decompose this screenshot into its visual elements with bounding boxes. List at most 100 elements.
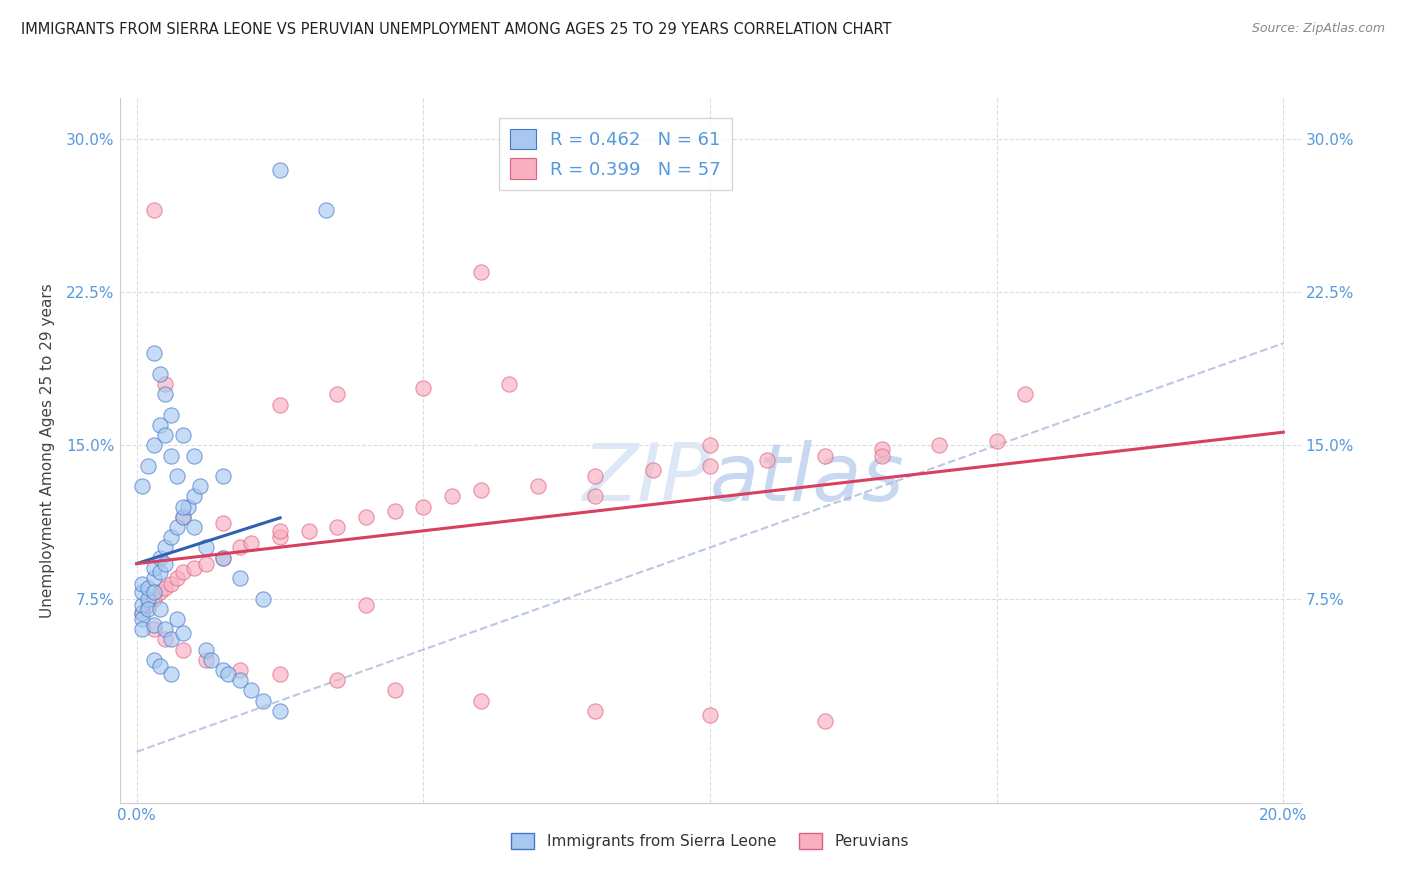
Point <box>641 463 664 477</box>
Point <box>149 550 172 565</box>
Point <box>149 585 172 599</box>
Point <box>200 653 222 667</box>
Point <box>160 632 183 647</box>
Text: IMMIGRANTS FROM SIERRA LEONE VS PERUVIAN UNEMPLOYMENT AMONG AGES 25 TO 29 YEARS : IMMIGRANTS FROM SIERRA LEONE VS PERUVIAN… <box>21 22 891 37</box>
Text: atlas: atlas <box>710 440 905 517</box>
Point <box>229 571 252 585</box>
Point <box>142 438 165 452</box>
Point <box>155 387 177 401</box>
Point <box>149 565 172 579</box>
Point <box>131 606 153 620</box>
Point <box>149 417 172 432</box>
Point <box>142 618 165 632</box>
Point <box>194 541 217 555</box>
Point <box>326 673 349 688</box>
Point <box>583 704 606 718</box>
Point <box>131 622 153 636</box>
Point <box>699 438 721 452</box>
Point <box>160 408 183 422</box>
Point <box>136 582 159 596</box>
Point <box>166 520 188 534</box>
Point <box>172 509 194 524</box>
Point <box>142 591 165 606</box>
Point <box>756 452 779 467</box>
Point <box>527 479 550 493</box>
Point <box>470 483 492 498</box>
Point <box>326 520 349 534</box>
Point <box>155 557 177 571</box>
Point <box>131 577 153 591</box>
Point <box>160 449 183 463</box>
Point <box>142 622 165 636</box>
Point <box>149 601 172 615</box>
Point <box>699 458 721 473</box>
Point <box>142 571 165 585</box>
Point <box>155 377 177 392</box>
Point <box>240 536 263 550</box>
Point <box>188 479 211 493</box>
Point <box>183 561 205 575</box>
Point <box>160 667 183 681</box>
Point <box>194 653 217 667</box>
Point <box>211 469 233 483</box>
Point <box>211 550 233 565</box>
Point <box>172 626 194 640</box>
Point <box>155 632 177 647</box>
Point <box>298 524 321 538</box>
Point <box>136 591 159 606</box>
Point <box>155 582 177 596</box>
Point <box>240 683 263 698</box>
Point <box>172 565 194 579</box>
Point <box>269 704 291 718</box>
Point <box>142 346 165 360</box>
Point <box>384 683 406 698</box>
Point <box>470 694 492 708</box>
Point <box>269 397 291 411</box>
Point <box>172 509 194 524</box>
Point <box>142 653 165 667</box>
Point <box>928 438 950 452</box>
Point <box>1014 387 1036 401</box>
Point <box>326 387 349 401</box>
Text: ZIP: ZIP <box>582 440 710 517</box>
Legend: Immigrants from Sierra Leone, Peruvians: Immigrants from Sierra Leone, Peruvians <box>505 827 915 855</box>
Point <box>131 585 153 599</box>
Point <box>211 516 233 530</box>
Point <box>155 622 177 636</box>
Point <box>177 500 200 514</box>
Point <box>136 458 159 473</box>
Point <box>217 667 239 681</box>
Point <box>269 162 291 177</box>
Point <box>814 449 837 463</box>
Point <box>160 577 183 591</box>
Point <box>229 673 252 688</box>
Point <box>131 598 153 612</box>
Point <box>183 520 205 534</box>
Point <box>699 708 721 723</box>
Point <box>131 479 153 493</box>
Point <box>211 550 233 565</box>
Point <box>269 524 291 538</box>
Point <box>172 428 194 442</box>
Point <box>211 663 233 677</box>
Point <box>136 598 159 612</box>
Point <box>172 500 194 514</box>
Point <box>870 442 893 457</box>
Text: Source: ZipAtlas.com: Source: ZipAtlas.com <box>1251 22 1385 36</box>
Point <box>166 571 188 585</box>
Point <box>131 606 153 620</box>
Point <box>136 601 159 615</box>
Point <box>986 434 1008 449</box>
Point <box>229 541 252 555</box>
Point <box>252 694 274 708</box>
Point <box>412 381 434 395</box>
Point <box>269 530 291 544</box>
Point <box>131 612 153 626</box>
Point <box>269 667 291 681</box>
Point <box>194 642 217 657</box>
Point <box>183 490 205 504</box>
Point <box>814 714 837 728</box>
Point <box>166 612 188 626</box>
Point <box>166 469 188 483</box>
Point <box>870 449 893 463</box>
